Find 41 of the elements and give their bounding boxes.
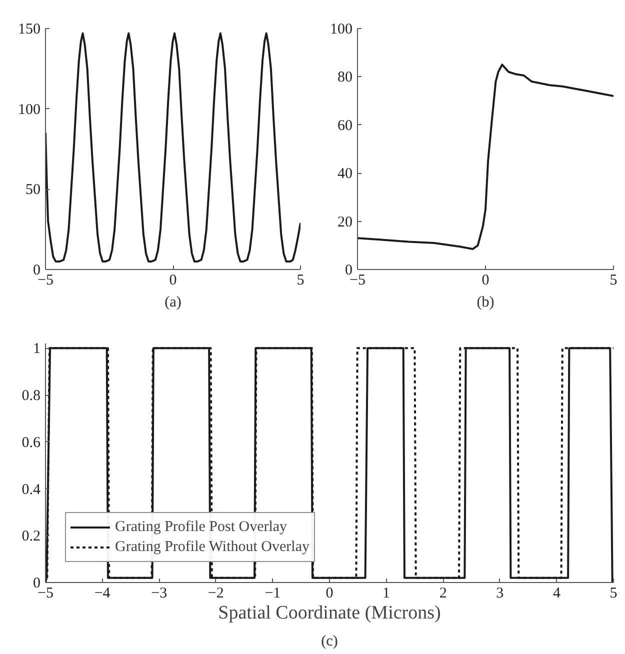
x-tick-label: 4 (552, 586, 561, 602)
x-tick-label: 1 (382, 586, 390, 602)
y-tick-label: 0.2 (22, 528, 40, 545)
y-tick-label: 100 (330, 22, 352, 38)
y-tick-label: 0.8 (22, 388, 40, 404)
x-tick-label: −5 (350, 272, 366, 288)
x-tick-label: −5 (38, 272, 54, 288)
line-series (46, 32, 300, 262)
x-tick-label: −2 (208, 586, 224, 602)
x-tick-label: 5 (610, 272, 618, 288)
y-tick-label: 0 (33, 576, 40, 592)
x-tick-label: −1 (264, 586, 281, 602)
y-tick-label: 50 (26, 182, 40, 198)
x-axis-title: Spatial Coordinate (Microns) (218, 602, 441, 624)
x-tick-label: 0 (326, 586, 334, 602)
text: (c) (321, 634, 338, 650)
y-tick-label: 0 (33, 262, 40, 278)
y-tick-label: 40 (338, 166, 352, 182)
x-tick-label: −5 (38, 586, 54, 602)
text: (b) (476, 294, 494, 310)
y-tick-label: 60 (338, 118, 352, 134)
x-tick-label: 3 (496, 586, 504, 602)
x-tick-label: −3 (151, 586, 168, 602)
line-series (358, 64, 614, 250)
y-tick-label: 20 (338, 214, 352, 230)
y-tick-label: 1 (33, 341, 40, 358)
y-tick-label: 0.4 (22, 482, 41, 498)
x-tick-label: 2 (439, 586, 447, 602)
y-tick-label: 100 (18, 102, 40, 118)
y-tick-label: 0 (345, 262, 352, 278)
legend-label: Grating Profile Post Overlay (115, 518, 288, 536)
x-tick-label: 0 (482, 272, 490, 288)
legend-label: Grating Profile Without Overlay (115, 538, 310, 556)
y-tick-label: 0.6 (22, 434, 41, 451)
y-tick-label: 150 (18, 22, 40, 38)
text: (a) (164, 294, 182, 310)
y-tick-label: 80 (338, 70, 352, 86)
x-tick-label: 0 (169, 272, 177, 288)
x-tick-label: 5 (610, 586, 618, 602)
x-tick-label: 5 (296, 272, 304, 288)
x-tick-label: −4 (94, 586, 111, 602)
